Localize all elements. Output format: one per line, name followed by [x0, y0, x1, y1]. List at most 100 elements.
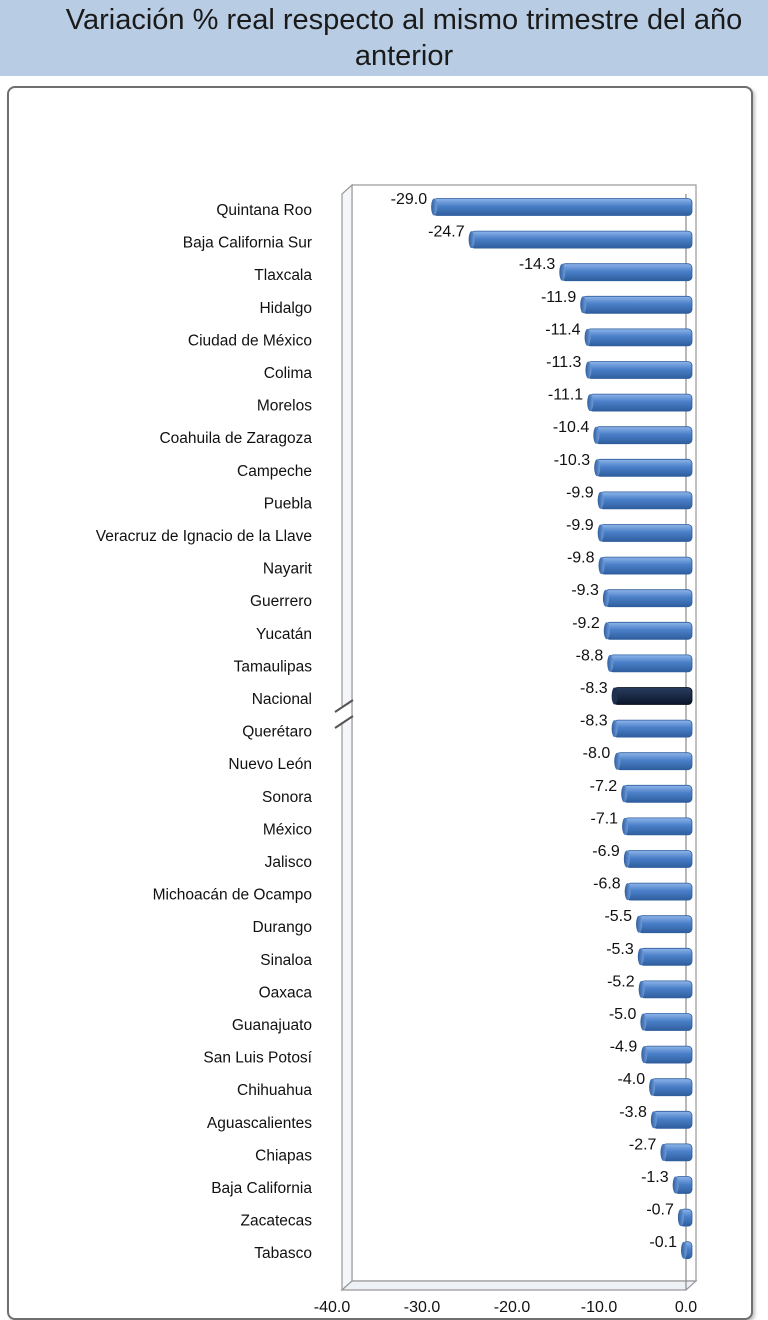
bar-cap: [637, 948, 644, 966]
bar-cap: [597, 524, 604, 542]
category-label: Hidalgo: [259, 300, 312, 317]
bar-ciudad-de-méxico: [586, 328, 693, 347]
category-label: Tamaulipas: [234, 658, 313, 675]
category-label: Nuevo León: [228, 756, 312, 773]
value-label: -6.8: [593, 876, 621, 893]
bar-guanajuato: [642, 1013, 693, 1031]
category-label: Nacional: [252, 691, 312, 708]
category-label: Coahuila de Zaragoza: [159, 430, 312, 447]
value-label: -10.4: [553, 419, 590, 436]
value-label: -5.3: [606, 941, 634, 958]
value-label: -3.8: [619, 1104, 647, 1121]
value-label: -8.3: [580, 713, 608, 730]
bar-cap: [587, 394, 594, 412]
value-label: -5.0: [609, 1006, 637, 1023]
category-label: Sinaloa: [260, 952, 312, 969]
bar-tamaulipas: [608, 654, 693, 673]
category-label: Michoacán de Ocampo: [153, 887, 312, 904]
bar-nayarit: [600, 556, 693, 575]
value-label: -11.9: [541, 289, 576, 306]
bar-cap: [649, 1078, 656, 1096]
bar-cap: [607, 654, 614, 672]
bar-campeche: [595, 458, 693, 477]
bar-jalisco: [625, 850, 693, 868]
bar-nuevo-león: [615, 752, 693, 771]
value-label: -4.9: [610, 1039, 638, 1056]
category-label: Oaxaca: [259, 984, 313, 1001]
axis-break-marks: [334, 699, 354, 729]
value-label: -6.9: [592, 843, 620, 860]
value-label: -9.8: [567, 550, 595, 567]
bar-durango: [637, 915, 693, 934]
bar-quintana-roo: [432, 198, 693, 216]
category-label: Jalisco: [265, 854, 312, 871]
category-label: Guanajuato: [232, 1017, 312, 1034]
category-label: Sonora: [262, 789, 312, 806]
bar-yucatán: [605, 621, 693, 640]
value-label: -24.7: [428, 224, 465, 241]
category-label: Ciudad de México: [188, 332, 312, 349]
bar-cap: [584, 328, 591, 346]
bar-cap: [681, 1241, 687, 1259]
bar-tlaxcala: [560, 263, 693, 282]
category-label: México: [263, 821, 312, 838]
bar-chihuahua: [650, 1078, 693, 1097]
value-label: -8.0: [583, 745, 611, 762]
category-label: Chihuahua: [237, 1082, 312, 1099]
bar-cap: [660, 1143, 667, 1161]
bar-cap: [640, 1013, 647, 1031]
bar-guerrero: [604, 589, 693, 608]
value-label: -8.8: [576, 647, 604, 664]
bar-sonora: [622, 784, 693, 803]
bar-colima: [587, 361, 693, 379]
value-label: -10.3: [554, 452, 591, 469]
category-label: Chiapas: [255, 1147, 312, 1164]
value-label: -11.3: [546, 354, 581, 371]
bar-cap: [603, 622, 610, 640]
value-label: -11.1: [548, 387, 583, 404]
bar-cap: [677, 1209, 684, 1227]
category-label: Yucatán: [256, 626, 312, 643]
bar-baja-california-sur: [470, 230, 693, 249]
category-label: Tabasco: [254, 1245, 312, 1262]
bar-cap: [593, 426, 600, 444]
value-label: -1.3: [641, 1169, 669, 1186]
bar-puebla: [599, 491, 693, 510]
bar-veracruz-de-ignacio-de-la-llave: [599, 524, 693, 542]
value-label: -11.4: [545, 321, 580, 338]
category-label: Querétaro: [242, 724, 312, 741]
value-label: -29.0: [391, 191, 428, 208]
category-label: Baja California Sur: [183, 235, 312, 252]
bar-michoacán-de-ocampo: [626, 882, 693, 901]
bar-cap: [641, 1046, 648, 1064]
value-label: -9.9: [566, 484, 594, 501]
bar-querétaro: [613, 719, 693, 738]
category-label: Campeche: [237, 463, 312, 480]
bar-cap: [611, 687, 618, 705]
category-label: Veracruz de Ignacio de la Llave: [96, 528, 312, 545]
category-label: Guerrero: [250, 593, 312, 610]
value-label: -8.3: [580, 680, 608, 697]
title-band: [0, 0, 768, 76]
category-label: Zacatecas: [240, 1213, 312, 1230]
category-label: Quintana Roo: [216, 202, 312, 219]
bar-cap: [650, 1111, 657, 1129]
value-label: -9.9: [566, 517, 594, 534]
bar-cap: [621, 785, 628, 803]
bar-cap: [672, 1176, 679, 1194]
bar-chart: -29.0 Quintana Roo -24.7 Baja California Su…: [96, 183, 698, 1316]
category-label: Durango: [253, 919, 312, 936]
bar-cap: [585, 361, 592, 379]
bar-cap: [580, 296, 587, 314]
category-label: Colima: [264, 365, 313, 382]
category-label: Tlaxcala: [254, 267, 312, 284]
value-label: -2.7: [629, 1136, 657, 1153]
value-label: -9.3: [571, 582, 599, 599]
category-label: San Luis Potosí: [203, 1050, 312, 1067]
bar-cap: [431, 198, 438, 216]
bar-nacional: [613, 687, 693, 705]
bar-cap: [614, 752, 621, 770]
plot-floor: [340, 1280, 698, 1291]
value-label: -7.2: [590, 778, 618, 795]
bar-coahuila-de-zaragoza: [594, 426, 693, 445]
